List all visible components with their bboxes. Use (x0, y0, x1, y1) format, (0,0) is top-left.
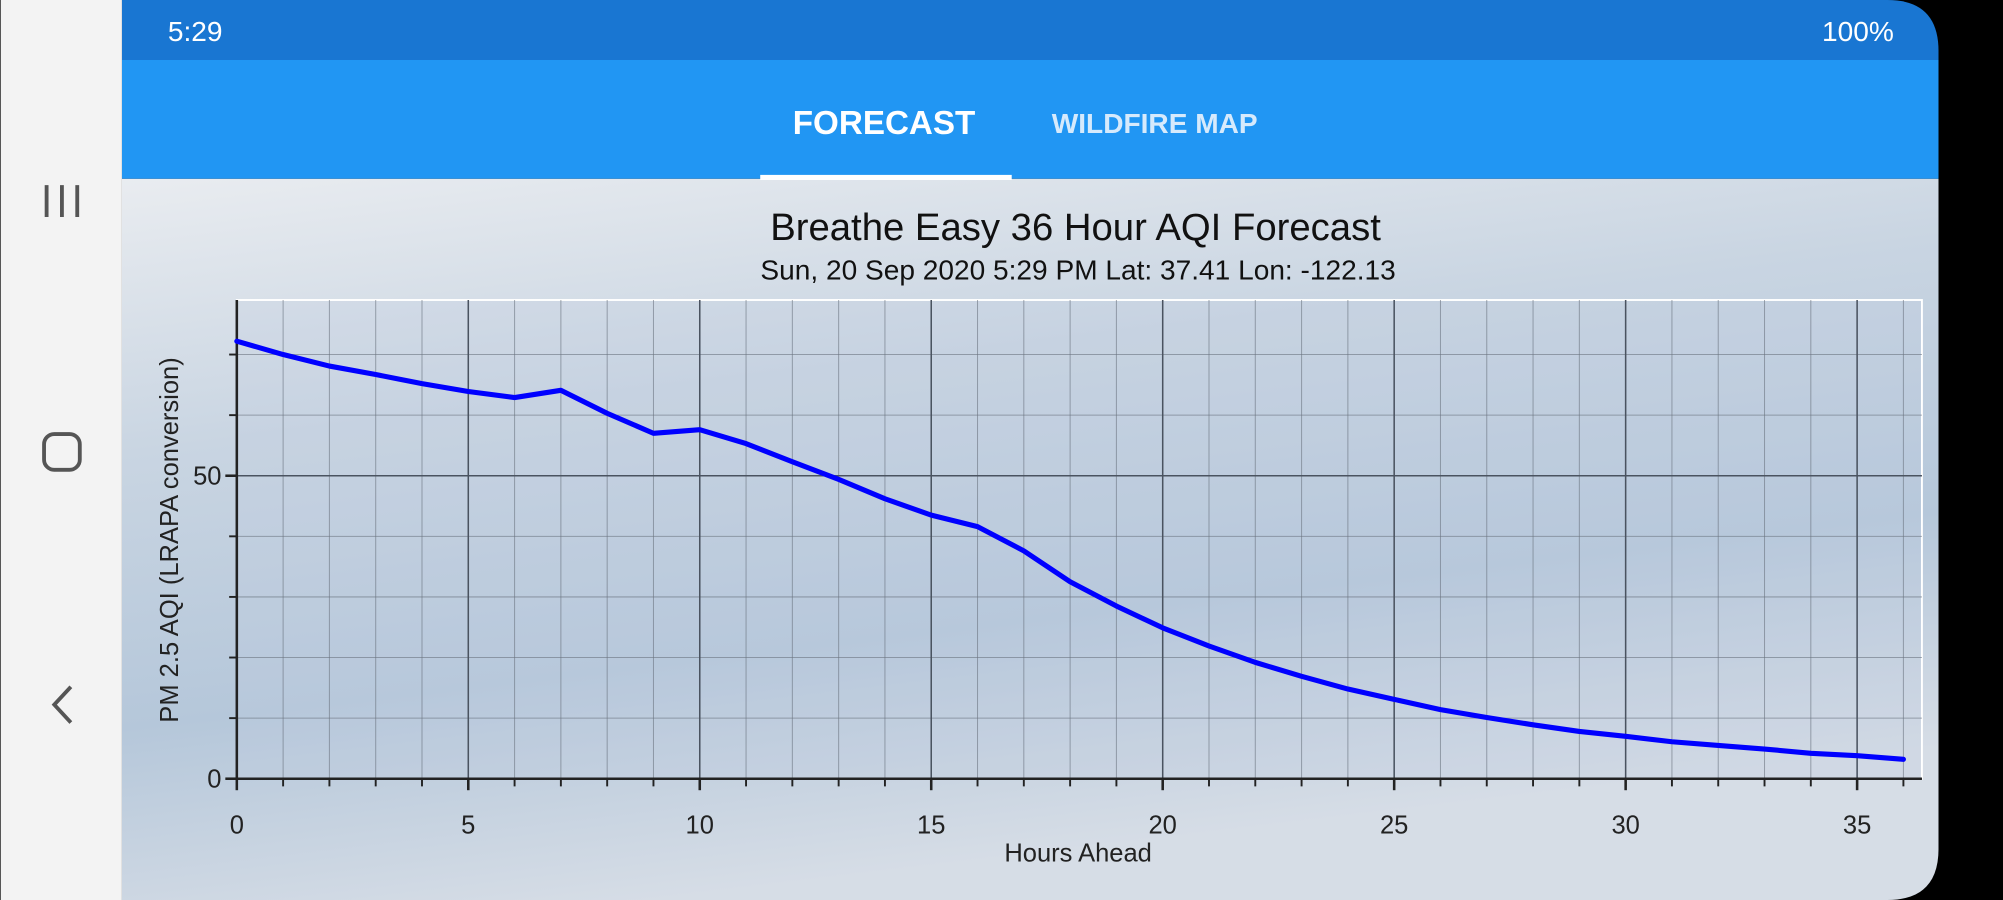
x-tick-label: 0 (230, 812, 244, 840)
battery-level: 100% (1822, 16, 1894, 47)
status-bar (121, 0, 1939, 60)
y-axis-label: PM 2.5 AQI (LRAPA conversion) (156, 357, 184, 722)
x-tick-label: 30 (1611, 812, 1639, 840)
y-tick-label: 50 (193, 463, 221, 491)
back-button[interactable] (51, 685, 73, 724)
status-time: 5:29 (168, 16, 223, 47)
x-tick-label: 25 (1380, 812, 1408, 840)
chart-subtitle: Sun, 20 Sep 2020 5:29 PM Lat: 37.41 Lon:… (760, 255, 1395, 286)
recent-apps-button[interactable] (44, 185, 80, 218)
x-tick-label: 20 (1149, 812, 1177, 840)
x-tick-label: 10 (686, 812, 714, 840)
home-button[interactable] (42, 432, 82, 472)
tab-bar (121, 60, 1939, 179)
x-tick-label: 35 (1843, 812, 1871, 840)
y-tick-label: 0 (207, 766, 221, 794)
plot-area (235, 299, 1923, 780)
tab-indicator (760, 174, 1012, 180)
tab[interactable]: WILDFIRE MAP (1052, 108, 1258, 139)
x-tick-label: 5 (461, 812, 475, 840)
x-tick-label: 15 (917, 812, 945, 840)
chart-title: Breathe Easy 36 Hour AQI Forecast (770, 206, 1381, 249)
x-axis-label: Hours Ahead (1004, 840, 1152, 868)
data-line (234, 338, 1906, 762)
nav-bar (0, 0, 122, 900)
plot: 0 5 10 15 20 25 30 35 0 50 (193, 299, 1923, 840)
tab[interactable]: FORECAST (793, 105, 976, 142)
